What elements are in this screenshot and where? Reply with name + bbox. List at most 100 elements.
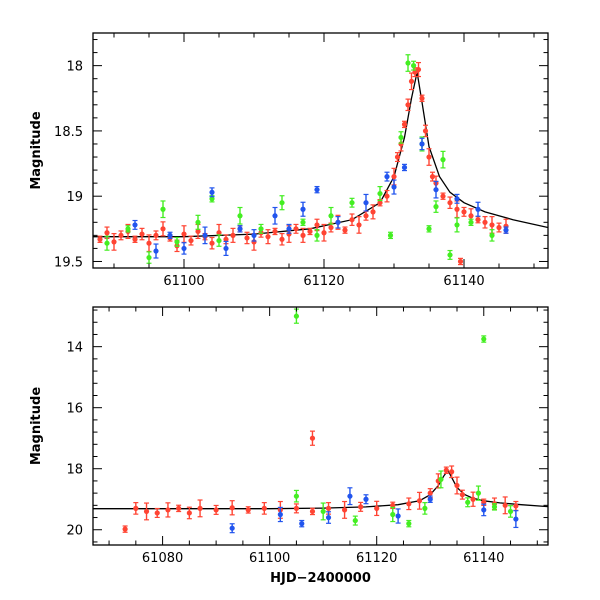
data-point	[427, 495, 433, 503]
data-point	[440, 192, 446, 200]
data-point	[230, 227, 236, 243]
x-tick-label: 61100	[163, 274, 204, 289]
data-point	[475, 485, 482, 501]
data-point	[133, 502, 139, 515]
data-point	[314, 218, 320, 232]
data-point	[125, 225, 131, 233]
data-point	[160, 200, 166, 219]
data-point	[314, 185, 320, 194]
data-point	[405, 54, 411, 72]
data-point	[167, 231, 173, 240]
data-point	[186, 506, 192, 520]
x-tick-label: 61140	[443, 274, 484, 289]
data-point	[475, 215, 481, 224]
data-point	[426, 225, 432, 233]
data-point	[475, 201, 481, 217]
data-point	[426, 148, 432, 166]
data-point	[422, 124, 429, 138]
data-point	[502, 496, 508, 515]
data-point	[390, 506, 396, 523]
data-point	[279, 232, 285, 246]
data-point	[419, 137, 425, 151]
data-point	[321, 223, 327, 242]
data-point	[507, 505, 514, 518]
axes-frame	[92, 32, 549, 269]
data-point	[300, 227, 306, 243]
data-point	[406, 519, 412, 528]
model-curve	[93, 72, 548, 238]
model-curve	[93, 468, 548, 510]
data-point	[347, 487, 353, 506]
data-point	[384, 189, 390, 203]
data-point	[352, 515, 358, 526]
data-point	[258, 223, 264, 234]
top-panel: 61100 61120 61140 18 18.5 19 19.5 Magnitude	[29, 32, 549, 289]
data-point	[209, 236, 215, 250]
data-point	[160, 221, 166, 237]
x-tick-label: 61100	[249, 551, 290, 566]
data-point	[154, 507, 160, 519]
data-point	[374, 500, 380, 517]
data-point	[229, 523, 235, 534]
data-point	[457, 257, 464, 266]
plot-area	[93, 308, 548, 534]
series-1	[293, 308, 514, 528]
data-point	[482, 216, 488, 229]
data-point	[405, 98, 411, 112]
data-point	[422, 502, 428, 515]
x-tick-label: 61080	[142, 551, 183, 566]
y-tick-label: 16	[66, 402, 83, 417]
data-point	[320, 502, 326, 521]
data-point	[461, 206, 467, 217]
data-point	[387, 231, 394, 240]
data-point	[244, 231, 250, 245]
data-point	[391, 179, 397, 195]
data-point	[299, 519, 305, 528]
data-point	[440, 150, 446, 169]
data-point	[197, 499, 203, 518]
x-tick-label: 61120	[303, 274, 344, 289]
data-point	[309, 507, 316, 516]
data-point	[153, 230, 159, 241]
data-point	[229, 500, 235, 516]
data-point	[447, 196, 453, 210]
data-point	[443, 466, 449, 474]
data-point	[489, 229, 495, 242]
x-tick-label: 61120	[356, 551, 397, 566]
data-point	[513, 510, 519, 529]
data-point	[401, 163, 408, 172]
y-tick-label: 20	[66, 524, 83, 539]
data-point	[449, 465, 455, 479]
data-point	[370, 204, 376, 220]
data-point	[181, 242, 187, 255]
x-tick-label: 61140	[463, 551, 504, 566]
data-point	[328, 206, 334, 225]
data-point	[237, 206, 243, 225]
data-point	[398, 131, 404, 144]
data-point	[459, 489, 465, 500]
data-point	[447, 249, 453, 260]
data-point	[97, 235, 103, 243]
data-point	[341, 500, 348, 519]
data-point	[314, 229, 320, 242]
data-point	[265, 229, 271, 245]
series-1	[104, 54, 495, 264]
data-point	[245, 506, 251, 514]
bottom-panel: 61080 61100 61120 61140 14 16 18 20 Magnitude HJD…	[29, 306, 549, 586]
series-0	[97, 61, 509, 266]
data-point	[325, 511, 332, 524]
y-tick-label: 19	[66, 190, 83, 205]
data-point	[279, 195, 285, 211]
data-point	[165, 502, 171, 518]
plot-area	[93, 54, 548, 266]
data-point	[513, 500, 519, 511]
data-point	[188, 235, 194, 246]
data-point	[395, 508, 401, 524]
data-point	[293, 503, 300, 514]
data-point	[146, 251, 152, 264]
data-point	[111, 233, 117, 251]
data-point	[454, 193, 460, 204]
data-point	[342, 226, 348, 234]
data-point	[496, 222, 502, 233]
